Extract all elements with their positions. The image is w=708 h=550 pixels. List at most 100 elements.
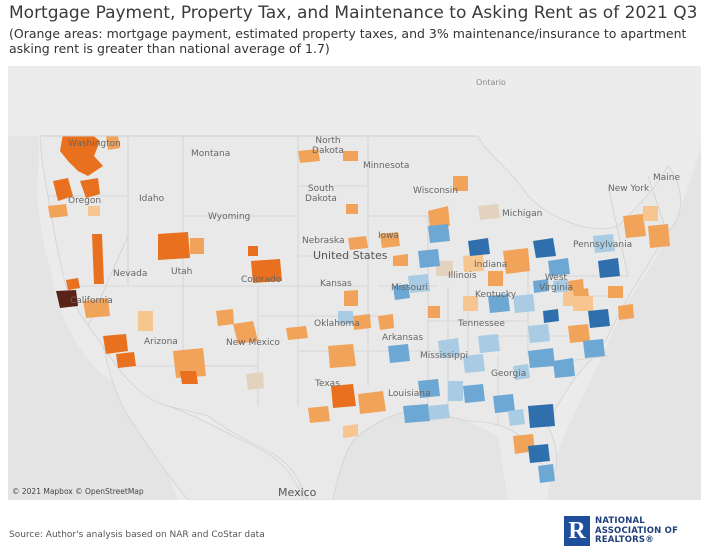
metro-area-missouri-east[interactable] <box>428 306 440 318</box>
metro-area-milwaukee[interactable] <box>428 224 450 243</box>
metro-area-springfield-il[interactable] <box>408 274 430 293</box>
metro-area-el-paso[interactable] <box>246 372 264 390</box>
metro-area-tulsa[interactable] <box>378 314 394 330</box>
metro-area-rochester[interactable] <box>593 234 615 253</box>
metro-area-austin[interactable] <box>331 384 356 408</box>
metro-area-baltimore[interactable] <box>588 309 610 328</box>
metro-area-pittsburgh[interactable] <box>568 279 584 293</box>
map-canvas[interactable]: United States Mexico Ontario Washington … <box>8 66 701 500</box>
metro-area-eugene[interactable] <box>48 204 68 218</box>
metro-area-indianapolis[interactable] <box>488 294 510 313</box>
metro-area-norfolk[interactable] <box>583 339 605 358</box>
map-copyright[interactable]: © 2021 Mapbox © OpenStreetMap <box>12 487 144 496</box>
metro-area-sacramento[interactable] <box>66 278 80 290</box>
metro-area-los-angeles[interactable] <box>103 334 128 354</box>
metro-area-salt-lake[interactable] <box>158 232 190 260</box>
metro-area-san-antonio[interactable] <box>308 406 330 423</box>
metro-area-toledo[interactable] <box>533 279 549 293</box>
metro-area-seattle[interactable] <box>60 132 103 176</box>
metro-area-omaha[interactable] <box>348 236 368 250</box>
metro-area-chattanooga[interactable] <box>513 364 530 380</box>
metro-area-nj[interactable] <box>608 286 623 298</box>
metro-area-baton-rouge[interactable] <box>403 404 430 423</box>
metro-area-green-bay[interactable] <box>453 176 468 191</box>
metro-area-bismarck[interactable] <box>298 149 320 163</box>
state-label-washington: Washington <box>68 139 121 149</box>
metro-area-jacksonville[interactable] <box>528 404 555 428</box>
metro-area-oklahoma[interactable] <box>353 314 371 330</box>
page-subtitle: (Orange areas: mortgage payment, estimat… <box>9 26 687 56</box>
metro-area-knoxville[interactable] <box>528 348 555 368</box>
metro-area-dallas[interactable] <box>328 344 356 368</box>
metro-area-west-virginia[interactable] <box>543 309 559 323</box>
metro-area-atlanta[interactable] <box>493 394 515 413</box>
metro-area-boston[interactable] <box>648 224 670 248</box>
metro-area-iowa[interactable] <box>380 232 400 248</box>
metro-area-macon[interactable] <box>508 409 525 426</box>
metro-area-chicago[interactable] <box>468 238 490 256</box>
state-label-texas: Texas <box>315 379 340 389</box>
metro-area-wichita[interactable] <box>344 290 358 306</box>
metro-area-shreveport[interactable] <box>418 379 440 398</box>
state-label-north-dakota: North Dakota <box>312 136 344 156</box>
metro-area-san-diego[interactable] <box>116 352 136 368</box>
metro-area-birmingham[interactable] <box>463 384 485 403</box>
metro-area-flagstaff[interactable] <box>216 309 234 326</box>
metro-area-detroit[interactable] <box>533 238 556 258</box>
metro-area-houston[interactable] <box>358 391 386 414</box>
metro-area-kentucky-east[interactable] <box>528 324 550 343</box>
metro-area-corpus-christi[interactable] <box>343 424 358 438</box>
metro-area-huntsville[interactable] <box>463 354 485 373</box>
state-label-new-mexico: New Mexico <box>226 338 280 348</box>
metro-area-akron[interactable] <box>548 258 570 276</box>
metro-area-columbus[interactable] <box>513 294 535 313</box>
metro-area-portland[interactable] <box>80 178 100 198</box>
metro-area-salem[interactable] <box>53 178 73 201</box>
metro-area-san-francisco[interactable] <box>56 290 78 308</box>
metro-area-richmond[interactable] <box>568 324 590 343</box>
metro-area-miami[interactable] <box>538 464 555 483</box>
metro-area-phoenix[interactable] <box>173 348 206 378</box>
metro-area-albuquerque[interactable] <box>233 321 258 344</box>
metro-area-nashville[interactable] <box>478 334 500 353</box>
metro-area-fresno[interactable] <box>83 298 110 318</box>
state-label-maine: Maine <box>653 173 681 183</box>
metro-areas-above-average <box>48 132 670 454</box>
metro-area-provo[interactable] <box>190 238 204 254</box>
metro-area-illinois-central[interactable] <box>436 261 453 276</box>
metro-area-grand-rapids[interactable] <box>503 248 530 274</box>
metro-area-memphis[interactable] <box>438 338 460 358</box>
metro-area-iowa-east[interactable] <box>393 254 408 266</box>
metro-area-denver[interactable] <box>251 259 282 283</box>
metro-area-new-york[interactable] <box>598 258 620 278</box>
metro-area-illinois-south[interactable] <box>463 296 478 311</box>
metro-area-indiana-north[interactable] <box>488 271 503 286</box>
metro-area-sioux-falls[interactable] <box>346 204 358 214</box>
metro-area-wa-east[interactable] <box>106 136 120 150</box>
metro-area-new-orleans[interactable] <box>428 404 450 420</box>
metro-area-tucson[interactable] <box>180 371 198 384</box>
metro-area-madison[interactable] <box>428 206 450 228</box>
metro-area-orlando[interactable] <box>528 444 550 463</box>
metro-area-st-louis[interactable] <box>393 284 410 300</box>
metro-area-jackson[interactable] <box>448 381 463 401</box>
metro-area-little-rock[interactable] <box>388 344 410 363</box>
metro-area-harrisburg[interactable] <box>573 296 593 311</box>
metro-area-fargo[interactable] <box>343 151 358 161</box>
state-label-arkansas: Arkansas <box>382 333 424 343</box>
metro-area-charlotte[interactable] <box>553 358 575 378</box>
metro-area-bend[interactable] <box>88 206 100 216</box>
metro-area-las-vegas[interactable] <box>138 311 153 331</box>
metro-area-chicago-outer[interactable] <box>463 254 484 272</box>
metro-area-albany[interactable] <box>623 214 646 238</box>
metro-area-kansas-south[interactable] <box>338 311 353 324</box>
metro-area-fort-collins[interactable] <box>248 246 258 256</box>
metro-area-dc[interactable] <box>618 304 634 320</box>
region-label-ontario: Ontario <box>476 78 506 87</box>
metro-area-cleveland[interactable] <box>553 279 569 293</box>
metro-area-michigan-north[interactable] <box>478 204 500 220</box>
metro-area-peoria[interactable] <box>418 249 440 268</box>
metro-area-amarillo[interactable] <box>286 326 308 340</box>
metro-area-reno[interactable] <box>92 234 104 284</box>
metro-area-vermont[interactable] <box>643 206 658 221</box>
